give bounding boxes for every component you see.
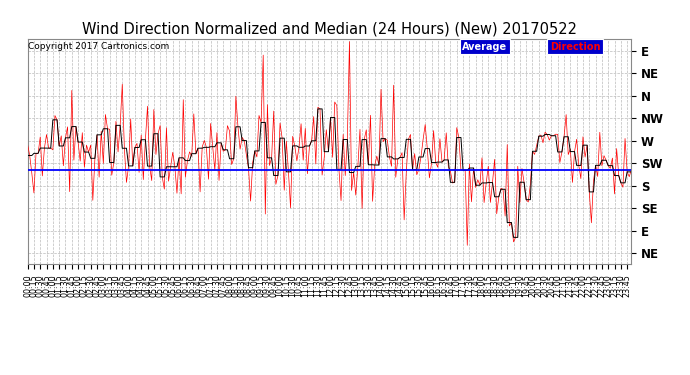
Text: Copyright 2017 Cartronics.com: Copyright 2017 Cartronics.com	[28, 42, 170, 51]
Title: Wind Direction Normalized and Median (24 Hours) (New) 20170522: Wind Direction Normalized and Median (24…	[82, 22, 577, 37]
Text: Average: Average	[462, 42, 507, 52]
Text: Direction: Direction	[550, 42, 600, 52]
